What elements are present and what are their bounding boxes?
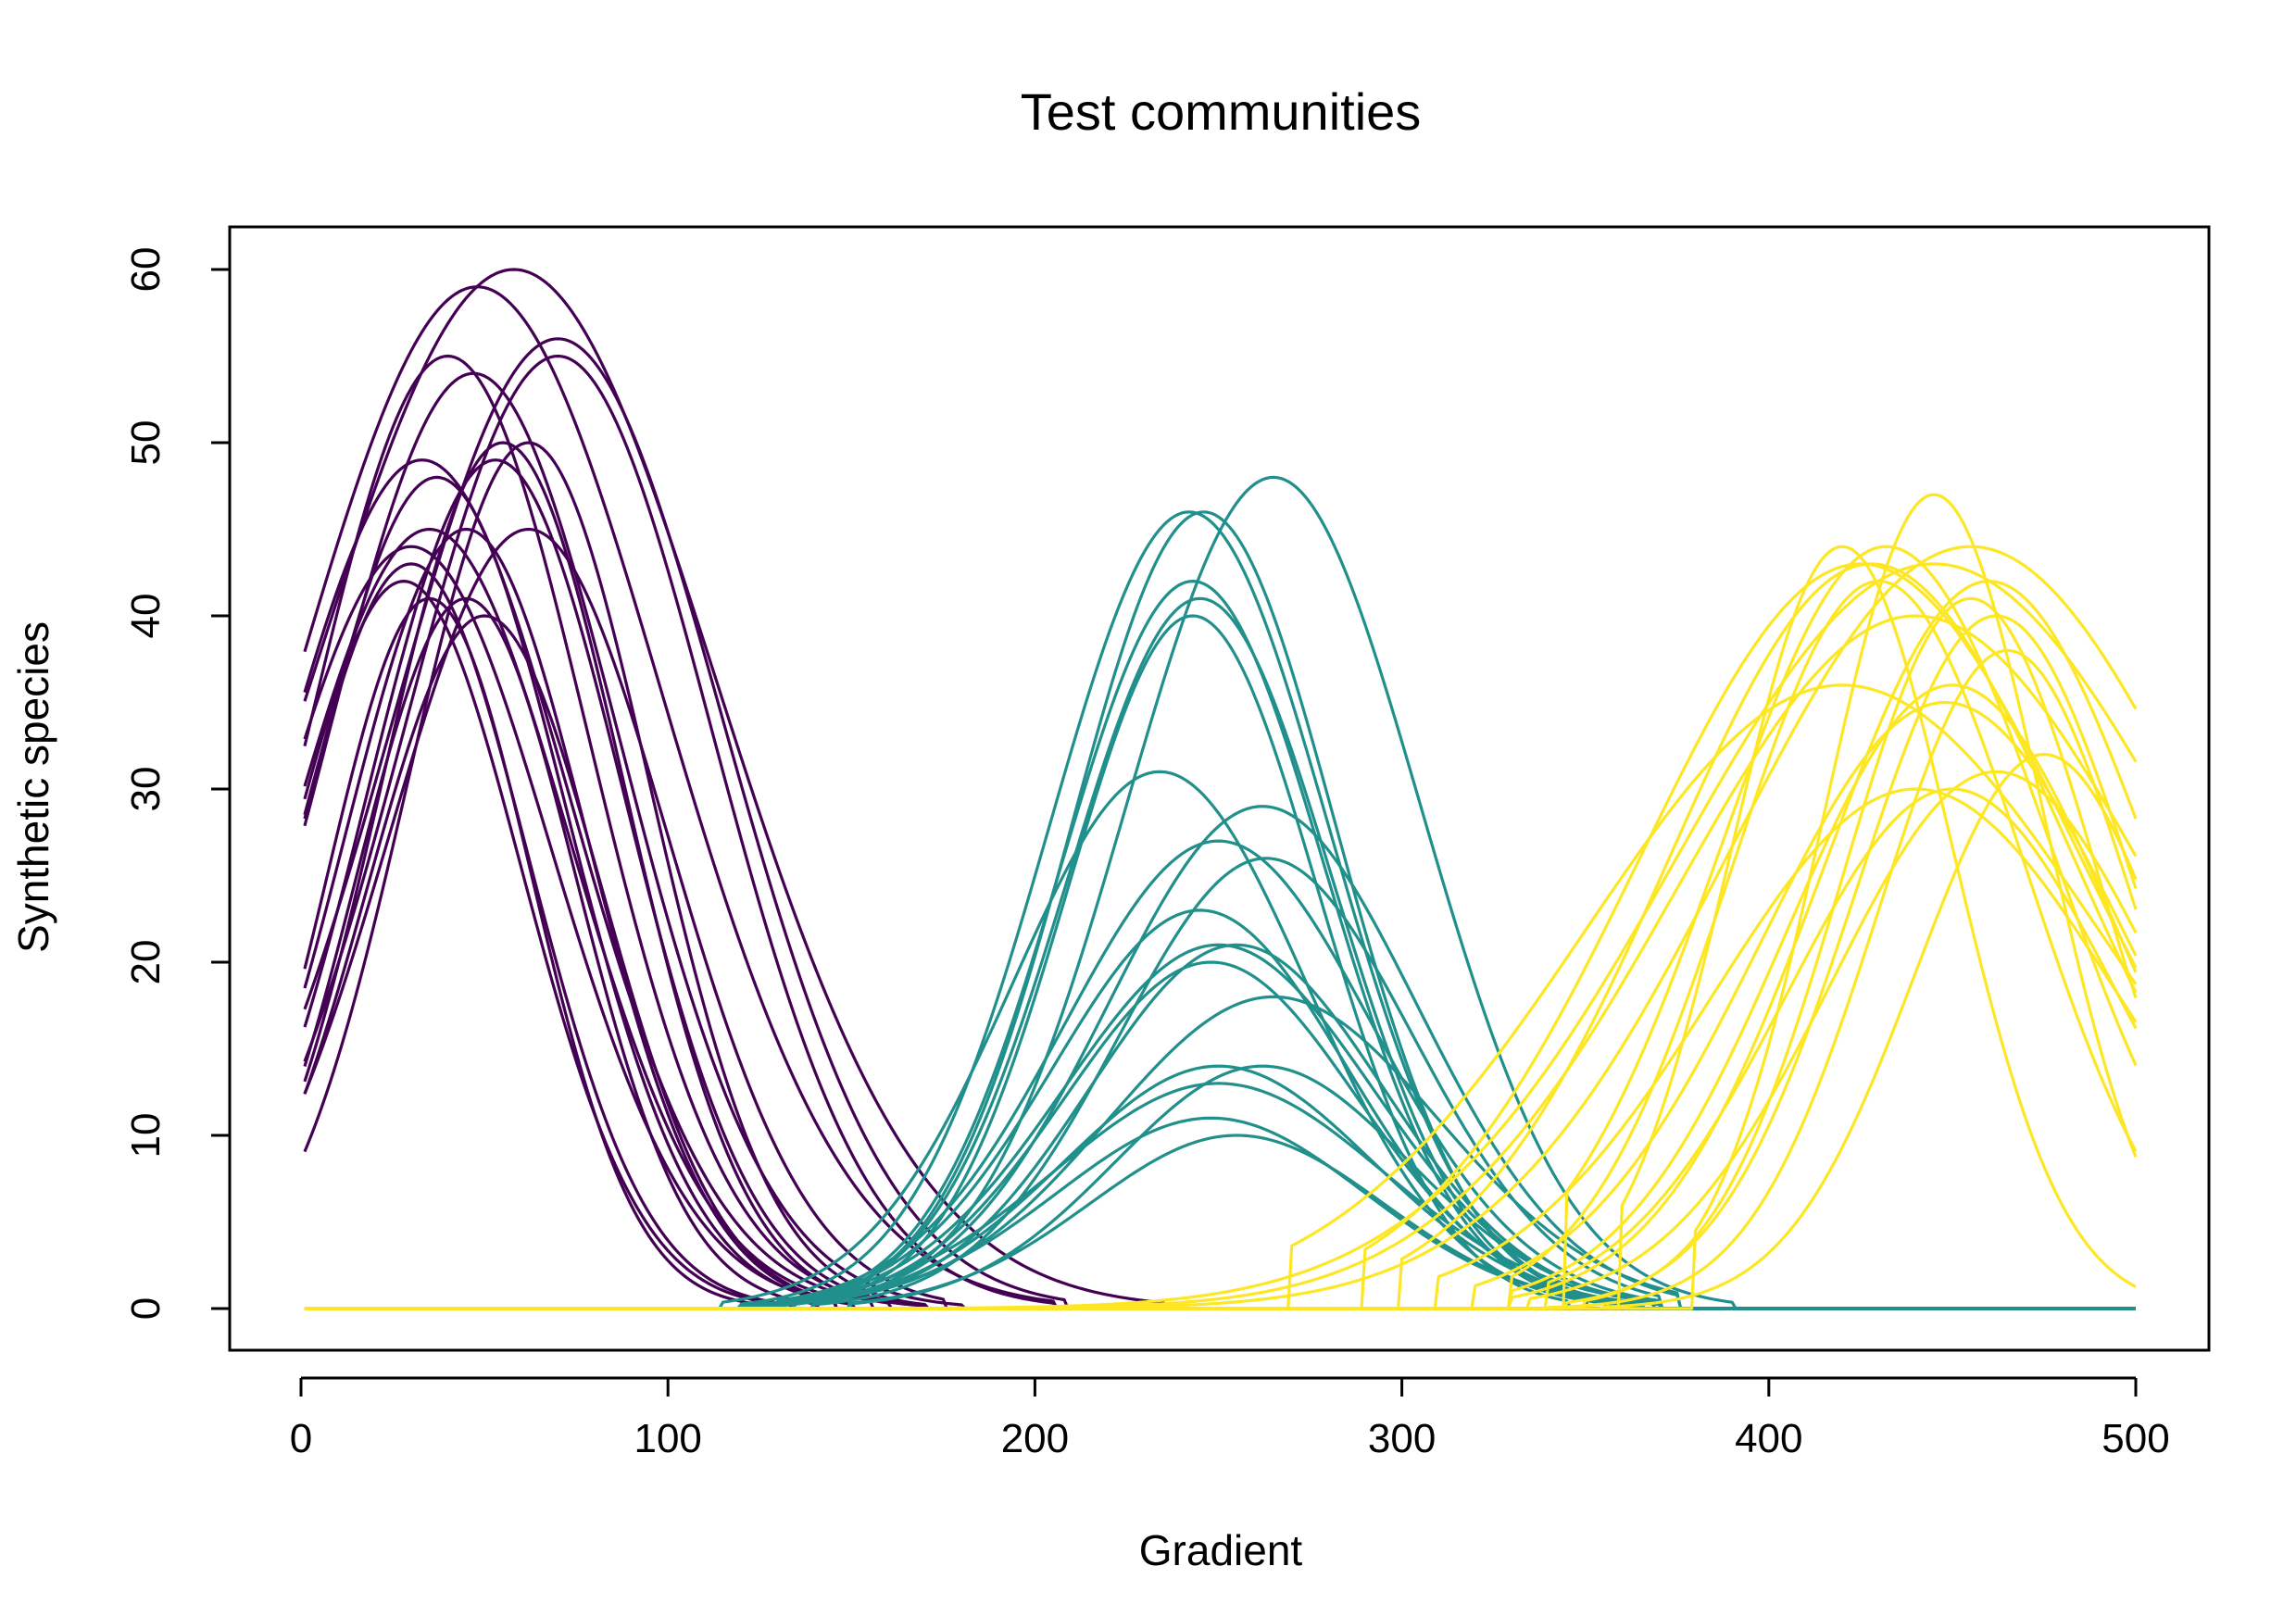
species-curve-g1-18 (303, 596, 2136, 1310)
species-curve-g1-19 (303, 596, 2136, 1310)
species-curve-g2-5 (304, 596, 2136, 1310)
x-axis: 0 100 200 300 400 500 (290, 1376, 2170, 1461)
x-tick-label: 300 (1368, 1416, 1436, 1461)
y-tick-label: 0 (123, 1297, 169, 1320)
species-curve-g3-14 (304, 752, 2138, 1310)
x-tick-label: 400 (1735, 1416, 1802, 1461)
y-axis: 0 10 20 30 40 50 60 (123, 247, 232, 1320)
x-tick-label: 100 (634, 1416, 701, 1461)
species-curve-g2-17 (304, 1064, 2136, 1310)
y-tick-label: 20 (123, 940, 169, 985)
species-curve-g3-20 (304, 614, 2138, 1310)
species-curve-g2-16 (304, 1064, 2136, 1310)
species-curve-g3-12 (304, 683, 2138, 1310)
species-curve-g2-19 (304, 1116, 2136, 1310)
species-curve-g2-13 (304, 943, 2136, 1310)
species-curve-g1-2 (303, 285, 2136, 1310)
species-curve-g3-8 (304, 596, 2138, 1310)
x-tick-label: 500 (2102, 1416, 2169, 1461)
species-curve-g3-13 (304, 700, 2138, 1310)
chart-title: Test communities (1021, 82, 1422, 141)
x-tick-label: 0 (290, 1416, 312, 1461)
species-curve-g3-11 (304, 683, 2138, 1310)
y-tick-label: 10 (123, 1113, 169, 1159)
species-curve-g1-1 (303, 268, 2136, 1310)
species-curve-g2-12 (304, 943, 2136, 1310)
species-curve-g1-14 (303, 527, 2136, 1310)
curves-layer (303, 268, 2138, 1310)
y-tick-label: 30 (123, 767, 169, 812)
species-curve-g3-1 (304, 493, 2138, 1310)
species-curve-g1-12 (303, 527, 2136, 1310)
y-tick-label: 60 (123, 247, 169, 293)
y-tick-label: 40 (123, 594, 169, 639)
species-curve-g1-13 (303, 527, 2136, 1310)
y-tick-label: 50 (123, 420, 169, 466)
x-axis-label: Gradient (1139, 1526, 1303, 1574)
species-curve-g2-20 (304, 1134, 2136, 1310)
x-tick-label: 200 (1001, 1416, 1069, 1461)
y-axis-label: Synthetic species (9, 621, 57, 953)
species-curve-g3-10 (304, 648, 2138, 1310)
